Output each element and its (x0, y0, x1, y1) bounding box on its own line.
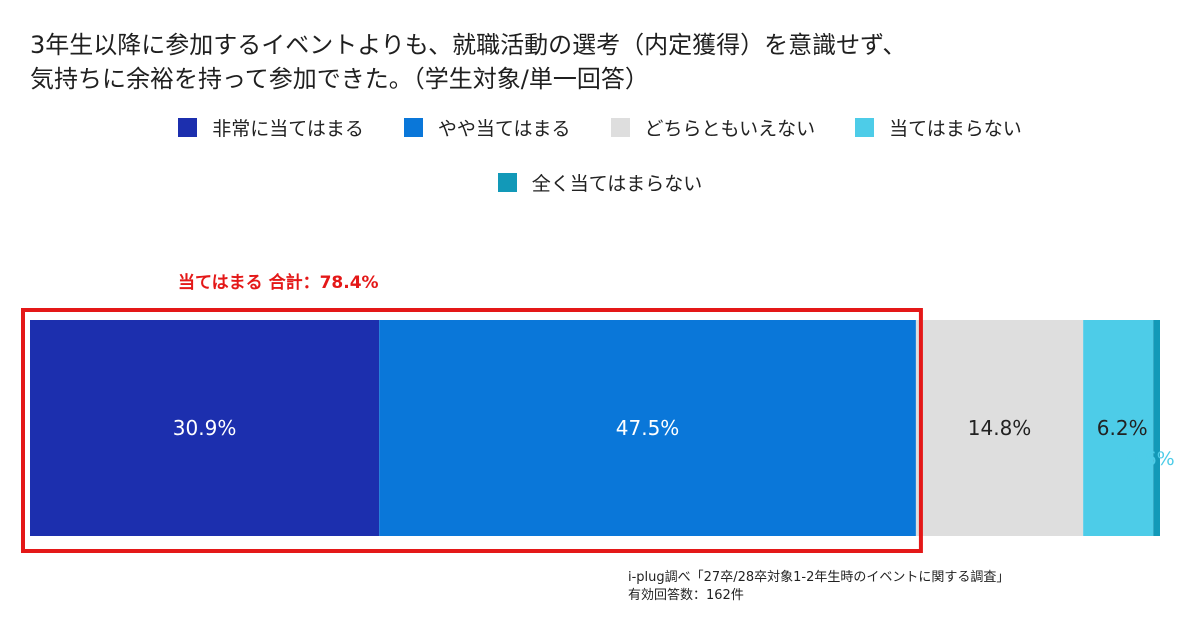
data-label-3: 14.8% (968, 416, 1032, 440)
footnote: i-plug調べ「27卒/28卒対象1-2年生時のイベントに関する調査」 有効回… (628, 569, 1009, 605)
title-line-1: 3年生以降に参加するイベントよりも、就職活動の選考（内定獲得）を意識せず、 (30, 31, 907, 59)
highlight-box (21, 308, 923, 553)
legend-swatch (610, 118, 630, 137)
bar-segment-4 (1083, 320, 1154, 536)
legend-label: 全く当てはまらない (531, 173, 703, 195)
legend-item-somewhat-applicable: やや当てはまる (403, 114, 571, 141)
bar-segment-2 (379, 320, 916, 536)
legend-item-not-applicable: 当てはまらない (855, 114, 1022, 141)
legend-label: やや当てはまる (437, 118, 571, 140)
footnote-source: i-plug調べ「27卒/28卒対象1-2年生時のイベントに関する調査」 (628, 570, 1010, 585)
data-label-4: 6.2% (1097, 416, 1148, 440)
data-label-1: 30.9% (173, 416, 237, 440)
legend-swatch (178, 118, 198, 137)
bar-segment-1 (30, 320, 380, 536)
title-line-2: 気持ちに余裕を持って参加できた。（学生対象/単一回答） (30, 65, 649, 93)
data-label-5: 0.6% (1126, 448, 1174, 470)
highlight-label: 当てはまる 合計：78.4% (178, 272, 379, 293)
legend-swatch (497, 173, 517, 192)
data-label-2: 47.5% (616, 416, 680, 440)
footnote-sample-size: 有効回答数：162件 (628, 588, 744, 603)
legend-label: 当てはまらない (889, 118, 1022, 140)
legend-swatch (403, 118, 423, 137)
legend-item-very-applicable: 非常に当てはまる (178, 114, 364, 141)
legend-swatch (855, 118, 875, 137)
legend: 非常に当てはまる やや当てはまる どちらともいえない 当てはまらない 全く当ては… (0, 114, 1200, 196)
chart-title: 3年生以降に参加するイベントよりも、就職活動の選考（内定獲得）を意識せず、 気持… (30, 28, 906, 96)
legend-label: 非常に当てはまる (212, 118, 364, 140)
legend-label: どちらともいえない (644, 118, 816, 140)
bar-segment-5 (1153, 320, 1160, 536)
legend-item-neutral: どちらともいえない (610, 114, 816, 141)
bar-segment-3 (915, 320, 1084, 536)
legend-item-not-at-all: 全く当てはまらない (497, 169, 703, 196)
